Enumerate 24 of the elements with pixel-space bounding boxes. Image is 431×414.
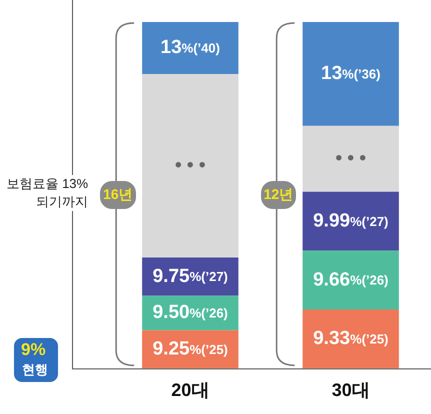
annotation: • • • bbox=[174, 154, 206, 176]
annotation: 13%(’36) bbox=[321, 63, 380, 84]
bar bbox=[142, 22, 238, 74]
text: 9% bbox=[21, 340, 46, 360]
annotation: 12년 bbox=[260, 181, 296, 210]
annotation: 9.33%(’25) bbox=[313, 328, 388, 350]
annotation: 9.25%(’25) bbox=[152, 338, 228, 360]
bar bbox=[302, 192, 399, 251]
annotation: 13%(’40) bbox=[160, 37, 220, 58]
annotation: • • • bbox=[335, 148, 366, 170]
annotation: 보험료율 13%되기까지 bbox=[2, 175, 88, 212]
annotation: 16년 bbox=[100, 181, 136, 210]
annotation: 9.75%(’27) bbox=[152, 266, 228, 287]
annotation: 9.66%(’26) bbox=[313, 269, 388, 290]
bar bbox=[302, 126, 399, 192]
bar bbox=[302, 250, 399, 310]
bar bbox=[302, 22, 399, 126]
x-tick-label: 20대 bbox=[171, 380, 210, 400]
bar bbox=[302, 310, 399, 368]
annotation: 9.99%(’27) bbox=[313, 210, 388, 232]
text: 현행 bbox=[22, 361, 48, 380]
bar bbox=[142, 74, 238, 258]
annotation: 9.50%(’26) bbox=[152, 302, 228, 324]
x-tick-label: 30대 bbox=[332, 380, 370, 400]
